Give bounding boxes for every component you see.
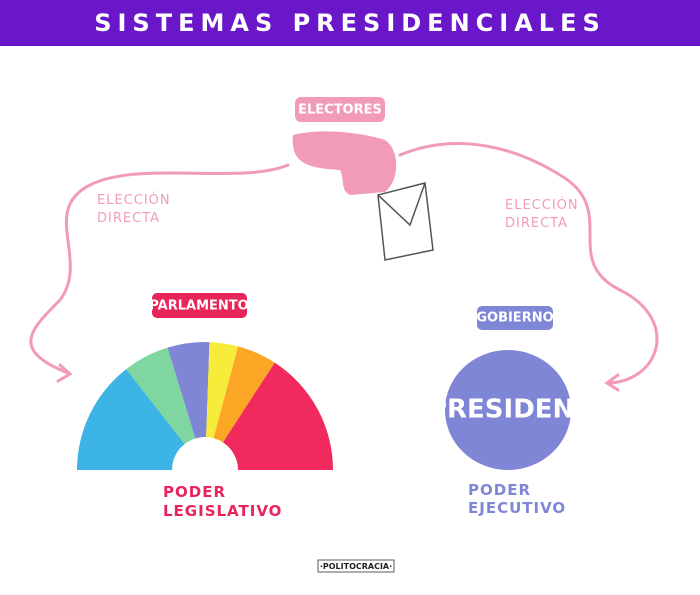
arrow-left: [29, 163, 290, 375]
parlamento-label: PARLAMENTO: [149, 299, 248, 314]
electores-label: ELECTORES: [298, 103, 382, 118]
electores-box: [295, 97, 385, 122]
header-bar: [0, 0, 700, 46]
arrows: [29, 142, 659, 392]
hemicycle-segment: [126, 347, 196, 444]
gobierno-box: [477, 306, 553, 330]
gobierno-label: GOBIERNO: [476, 311, 553, 326]
hemicycle-segment: [167, 342, 210, 439]
footer-box: [317, 559, 395, 573]
arrow-right-head: [604, 373, 620, 392]
envelope: [377, 182, 434, 261]
edge-label: ELECCIÓN DIRECTA: [97, 192, 171, 226]
hemicycle-segment: [206, 342, 239, 439]
caption: PODER LEGISLATIVO: [163, 483, 282, 520]
footer-brand: ·POLITOCRACIA·: [320, 562, 392, 571]
edge-label: ELECCIÓN DIRECTA: [505, 197, 579, 231]
caption: PODER EJECUTIVO: [468, 481, 566, 517]
arrow-left-head: [56, 363, 73, 383]
hand: [292, 131, 397, 195]
header-title: SISTEMAS PRESIDENCIALES: [94, 9, 606, 37]
hemicycle-segment: [222, 362, 333, 470]
hemicycle-segment: [213, 346, 275, 443]
parlamento-box: [152, 293, 247, 318]
hemicycle-segment: [77, 369, 185, 470]
president-label: PRESIDENT: [428, 395, 592, 425]
hemicycle: [77, 342, 333, 470]
arrow-right: [398, 142, 659, 385]
president-circle: [445, 350, 571, 470]
